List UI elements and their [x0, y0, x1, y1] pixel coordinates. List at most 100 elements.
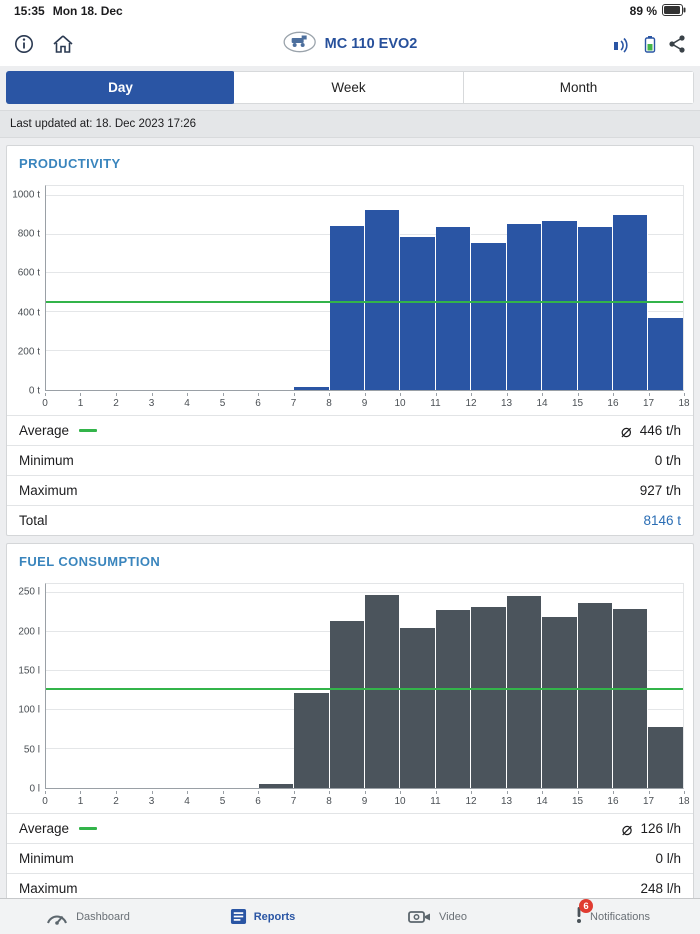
x-axis-label: 3 [148, 796, 155, 807]
nav-label: Notifications [590, 910, 650, 923]
x-axis-label: 4 [184, 796, 190, 807]
fuel-consumption-card: FUEL CONSUMPTION 0 l 50 l 100 l 150 l 200 l 2… [6, 543, 694, 904]
stat-label: Total [19, 513, 48, 528]
x-axis-label: 18 [678, 796, 690, 807]
x-axis-tick [400, 791, 401, 794]
x-axis-tick [577, 393, 579, 396]
x-axis-tick [471, 791, 472, 794]
x-axis-tick [45, 393, 46, 396]
x-axis-label: 9 [361, 796, 368, 807]
x-axis-tick [115, 393, 117, 396]
stat-row-average: Average ⌀ 446 t/h [7, 415, 693, 445]
x-axis-tick [186, 393, 188, 396]
y-axis-label: 1000 t [12, 189, 40, 201]
video-camera-icon [408, 909, 432, 925]
tab-month[interactable]: Month [464, 72, 693, 103]
chart-bar [435, 226, 472, 390]
x-axis-tick [364, 791, 366, 794]
x-axis-label: 2 [113, 796, 119, 807]
x-axis-label: 12 [465, 796, 477, 807]
battery-icon [662, 3, 686, 19]
chart-bar [471, 243, 507, 390]
tab-day[interactable]: Day [6, 71, 235, 104]
stat-value: 446 t/h [639, 423, 681, 438]
nav-item-video[interactable]: Video [350, 899, 525, 934]
chart-bar [258, 784, 295, 788]
period-tab-strip: Day Week Month [6, 71, 694, 104]
dashboard-gauge-icon [45, 909, 69, 925]
info-icon[interactable] [14, 34, 34, 54]
x-axis-tick [80, 393, 82, 396]
chart-bar [577, 226, 613, 390]
x-axis-label: 1 [77, 398, 84, 409]
machine-title: MC 110 EVO2 [324, 36, 418, 52]
battery-percent: 89 % [629, 4, 657, 18]
chart-bar [613, 608, 649, 788]
chart-bar [471, 607, 507, 788]
x-axis-tick [648, 393, 650, 396]
x-axis-tick [151, 393, 153, 396]
x-axis-label: 14 [536, 398, 548, 409]
x-axis-tick [612, 791, 614, 794]
nav-item-notifications[interactable]: 6 Notifications [525, 899, 700, 934]
y-axis-label: 250 l [18, 586, 40, 598]
x-axis-tick [506, 791, 508, 794]
y-axis-label: 0 l [29, 783, 40, 795]
x-axis-tick [293, 791, 295, 794]
fuel-chart: 0 l 50 l 100 l 150 l 200 l 250 l 0 1 2 3 4 5 6 7 8 9 10… [7, 579, 690, 811]
machine-battery-icon [644, 35, 656, 53]
x-axis-label: 5 [219, 398, 226, 409]
plot-area [45, 185, 684, 391]
tab-week[interactable]: Week [234, 72, 464, 103]
bottom-nav: Dashboard Reports Video 6 Notifications [0, 898, 700, 934]
share-icon[interactable] [668, 34, 686, 54]
x-axis-label: 0 [42, 398, 48, 409]
nav-item-dashboard[interactable]: Dashboard [0, 899, 175, 934]
x-axis-tick [258, 393, 259, 396]
x-axis-label: 4 [184, 398, 190, 409]
x-axis-tick [506, 393, 508, 396]
x-axis-tick [186, 791, 188, 794]
nav-item-reports[interactable]: Reports [175, 899, 350, 934]
x-axis-tick [400, 393, 401, 396]
status-date: Mon 18. Dec [52, 4, 123, 18]
y-axis-label: 50 l [23, 744, 40, 756]
y-axis-label: 0 t [28, 385, 40, 397]
y-axis-label: 800 t [17, 228, 40, 240]
x-axis-label: 15 [571, 796, 584, 807]
stat-value: 927 t/h [639, 483, 681, 498]
x-axis-tick [151, 791, 153, 794]
productivity-title: PRODUCTIVITY [19, 156, 121, 171]
x-axis-tick [328, 791, 330, 794]
stat-row-average: Average ⌀ 126 l/h [7, 813, 693, 843]
average-symbol-icon: ⌀ [620, 420, 632, 441]
bars [46, 186, 683, 390]
home-icon[interactable] [52, 34, 74, 54]
x-axis-tick [435, 393, 437, 396]
x-axis-label: 16 [607, 398, 619, 409]
x-axis-tick [612, 393, 614, 396]
stat-value: 126 l/h [640, 821, 681, 836]
y-axis: 0 l 50 l 100 l 150 l 200 l 250 l [7, 583, 45, 795]
notifications-badge: 6 [579, 899, 594, 913]
x-axis-tick [542, 791, 543, 794]
x-axis-tick [648, 791, 650, 794]
x-axis-tick [577, 791, 579, 794]
x-axis-label: 12 [465, 398, 477, 409]
bars [46, 584, 683, 788]
x-axis-label: 8 [326, 796, 332, 807]
chart-bar [294, 693, 330, 788]
x-axis-label: 13 [500, 398, 513, 409]
reports-document-icon [230, 908, 247, 925]
plot-area [45, 583, 684, 789]
y-axis-label: 600 t [17, 267, 40, 279]
status-bar: 15:35 Mon 18. Dec 89 % [0, 0, 700, 22]
chart-bar [364, 594, 401, 788]
stat-value: 248 l/h [640, 881, 681, 896]
stat-value: 0 t/h [654, 453, 681, 468]
x-axis-label: 3 [148, 398, 155, 409]
last-updated-text: Last updated at: 18. Dec 2023 17:26 [0, 110, 700, 138]
x-axis-tick [684, 393, 685, 396]
x-axis-tick [222, 791, 224, 794]
x-axis-label: 17 [642, 796, 655, 807]
